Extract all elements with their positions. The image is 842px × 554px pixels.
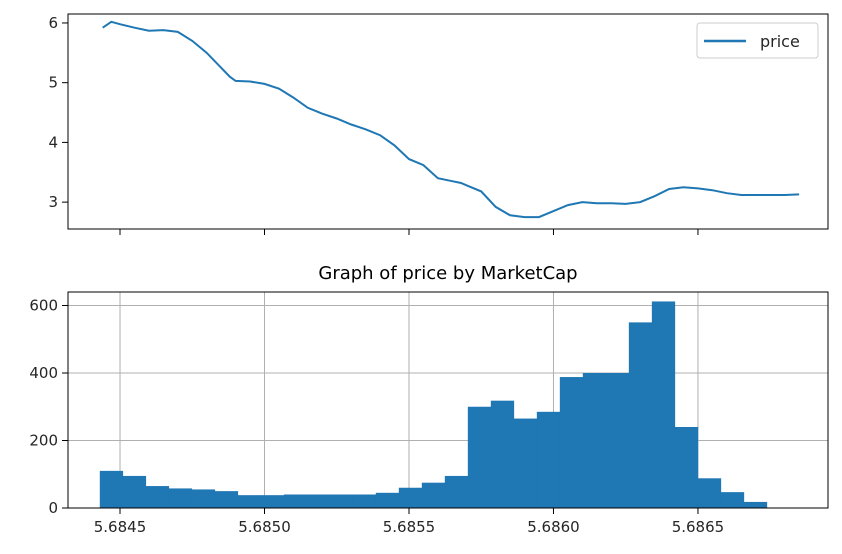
histogram-bars [99,301,768,508]
histogram-bar-0 [99,470,124,508]
bottom-ytick-label-1: 200 [29,432,58,450]
top-ytick-label-1: 4 [48,133,58,151]
histogram-bar-28 [743,501,768,508]
legend-box [696,22,819,59]
bottom-xtick-label-1: 5.6850 [238,518,291,536]
bottom-ytick-label-2: 400 [29,364,58,382]
bottom-plot-frame [67,291,829,509]
bottom-plot-area [68,292,828,508]
bottom-xtick-label-0: 5.6845 [94,518,147,536]
bottom-xtick-label-4: 5.6865 [672,518,725,536]
histogram-bar-15 [444,475,469,508]
bottom-ytick-label-0: 0 [48,499,58,517]
histogram-bar-24 [651,301,676,508]
histogram-bar-14 [421,482,446,508]
top-ytick-label-0: 3 [48,193,58,211]
legend: price [696,22,819,59]
histogram-bar-13 [398,487,423,508]
histogram-bar-16 [467,406,492,508]
histogram-bar-27 [720,492,745,508]
histogram-bar-25 [674,427,699,508]
bottom-xtick-label-3: 5.6860 [527,518,580,536]
marketcap-histogram: Graph of price by MarketCap 0 200 400 600 5.… [29,263,829,537]
histogram-bar-3 [168,488,193,508]
histogram-bar-20 [559,377,584,508]
histogram-bar-2 [145,486,170,508]
histogram-bar-18 [513,418,538,508]
histogram-bar-6 [237,495,262,508]
histogram-bar-19 [536,411,561,508]
top-axis-ticks: 3 4 5 6 [48,14,699,235]
histogram-bar-11 [352,494,377,508]
histogram-bar-22 [605,373,630,508]
histogram-bar-8 [283,494,308,508]
price-line-chart: 3 4 5 6 price [48,13,829,235]
series-line-price [102,20,800,219]
chart-title: Graph of price by MarketCap [318,263,577,284]
histogram-bar-1 [122,475,147,508]
top-plot-frame [67,13,829,230]
histogram-bar-5 [214,491,239,508]
top-ytick-label-3: 6 [48,14,58,32]
histogram-bar-10 [329,494,354,508]
bottom-xtick-label-2: 5.6855 [383,518,436,536]
bottom-axis-ticks: 0 200 400 600 5.6845 5.6850 5.6855 5.6860 5.6865 [29,297,724,537]
histogram-bar-4 [191,489,216,508]
legend-label-price: price [760,32,800,51]
top-ytick-label-2: 5 [48,74,58,92]
histogram-bar-17 [490,400,515,508]
histogram-bar-23 [628,322,653,508]
bottom-ytick-label-3: 600 [29,297,58,315]
histogram-bar-26 [697,478,722,508]
histogram-bar-21 [582,373,607,508]
histogram-bar-9 [306,494,331,508]
histogram-bar-12 [375,492,400,508]
histogram-bar-7 [260,495,285,508]
